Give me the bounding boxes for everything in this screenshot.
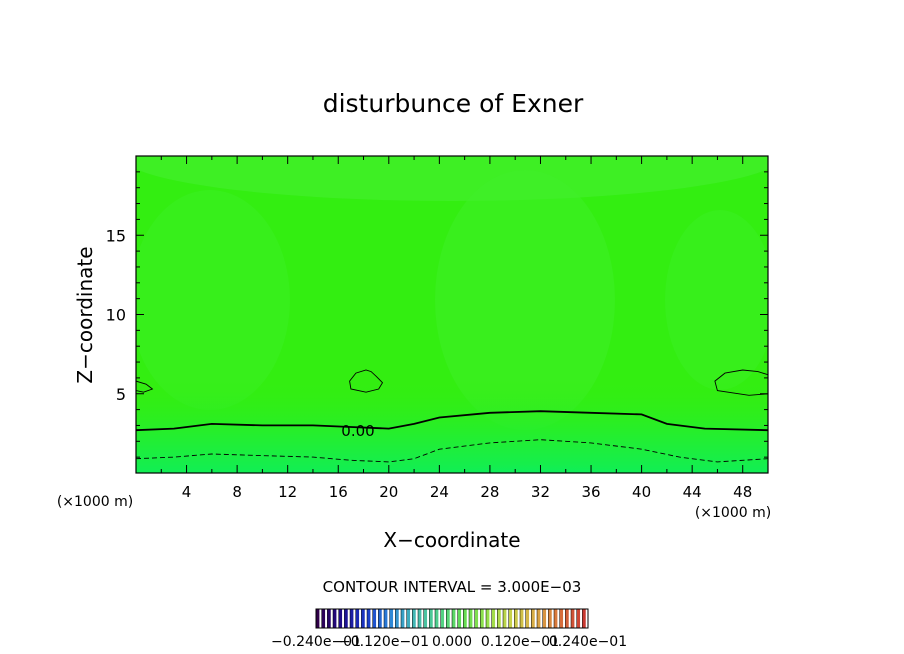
contour-line-0 bbox=[136, 410, 768, 432]
colorbar-swatch bbox=[406, 609, 411, 628]
colorbar-swatch bbox=[457, 609, 462, 628]
colorbar-swatch bbox=[333, 609, 337, 628]
colorbar-swatch bbox=[469, 609, 473, 628]
colorbar-swatch bbox=[367, 609, 371, 628]
colorbar-swatch bbox=[503, 609, 507, 628]
colorbar-swatch bbox=[480, 609, 484, 628]
field-high-center bbox=[435, 170, 615, 430]
colorbar-swatch bbox=[542, 609, 547, 628]
colorbar-swatch bbox=[338, 609, 343, 628]
colorbar-swatch bbox=[463, 609, 467, 628]
colorbar-swatch bbox=[401, 609, 405, 628]
colorbar-labels: −0.240e−01−0.120e−01 0.000 0.120e−010.240e… bbox=[271, 634, 627, 650]
y-tick-label: 10 bbox=[106, 306, 126, 325]
colorbar-label: 0.240e−01 bbox=[549, 634, 627, 650]
colorbar-swatch bbox=[582, 609, 586, 628]
colorbar-swatch bbox=[497, 609, 501, 628]
y-axis-label: Z−coordinate bbox=[73, 246, 97, 383]
colorbar-swatch bbox=[412, 609, 416, 628]
colorbar-swatch bbox=[350, 609, 354, 628]
colorbar-swatch bbox=[440, 609, 445, 628]
x-tick-label: 4 bbox=[182, 483, 192, 501]
x-tick-label: 12 bbox=[278, 483, 297, 501]
x-tick-label: 24 bbox=[430, 483, 449, 501]
colorbar-label: 0.120e−01 bbox=[481, 634, 559, 650]
colorbar-swatch bbox=[537, 609, 541, 628]
colorbar-swatch bbox=[491, 609, 496, 628]
colorbar-label: −0.120e−01 bbox=[339, 634, 429, 650]
colorbar-swatch bbox=[452, 609, 456, 628]
field-low-core bbox=[370, 428, 710, 473]
colorbar-swatch bbox=[355, 609, 360, 628]
x-tick-label: 48 bbox=[733, 483, 752, 501]
colorbar-swatch bbox=[554, 609, 558, 628]
colorbar-swatch bbox=[321, 609, 326, 628]
colorbar-swatch bbox=[435, 609, 439, 628]
colorbar-swatch bbox=[316, 609, 320, 628]
field-high-left bbox=[136, 190, 290, 410]
contour-line-4 bbox=[136, 380, 154, 393]
colorbar-swatch bbox=[429, 609, 433, 628]
colorbar-swatch bbox=[576, 609, 581, 628]
colorbar-swatch bbox=[548, 609, 552, 628]
colorbar-swatch bbox=[508, 609, 513, 628]
x-tick-label: 8 bbox=[232, 483, 242, 501]
colorbar-swatch bbox=[418, 609, 422, 628]
colorbar-swatch bbox=[395, 609, 399, 628]
contour-interval-text: CONTOUR INTERVAL = 3.000E−03 bbox=[323, 578, 582, 596]
y-tick-label: 5 bbox=[116, 385, 126, 404]
colorbar-swatch bbox=[423, 609, 428, 628]
colorbar-swatch bbox=[384, 609, 388, 628]
x-tick-label: 36 bbox=[581, 483, 600, 501]
colorbar-label: 0.000 bbox=[432, 634, 472, 650]
colorbar-swatch bbox=[514, 609, 518, 628]
y-tick-label: 15 bbox=[106, 226, 126, 245]
y-axis-ticks: 5 10 15 bbox=[106, 171, 768, 458]
contour-line-2 bbox=[349, 369, 384, 393]
colorbar-swatch bbox=[486, 609, 490, 628]
contour-label: 0.00 bbox=[341, 422, 374, 440]
colorbar-swatch bbox=[474, 609, 479, 628]
x-tick-label: 44 bbox=[683, 483, 702, 501]
contour-line-1 bbox=[136, 439, 768, 463]
colorbar-swatch bbox=[446, 609, 450, 628]
x-tick-label: 16 bbox=[329, 483, 348, 501]
colorbar-swatch bbox=[559, 609, 564, 628]
contour-line-3 bbox=[714, 369, 768, 396]
chart-title: disturbunce of Exner bbox=[323, 89, 584, 118]
colorbar-swatch bbox=[565, 609, 569, 628]
colorbar-swatch bbox=[361, 609, 365, 628]
colorbar-frame bbox=[315, 608, 589, 629]
x-tick-label: 28 bbox=[480, 483, 499, 501]
colorbar-swatch bbox=[378, 609, 382, 628]
colorbar-swatch bbox=[571, 609, 575, 628]
x-unit-right: (×1000 m) bbox=[695, 505, 771, 521]
colorbar-swatch bbox=[531, 609, 535, 628]
field-high-right bbox=[665, 210, 768, 390]
x-tick-label: 20 bbox=[379, 483, 398, 501]
colorbar-swatch bbox=[389, 609, 394, 628]
plot-area: 0.00 bbox=[136, 156, 768, 473]
field-high-upper bbox=[136, 156, 768, 201]
x-axis-ticks: 4 8 12 16 20 24 28 32 36 40 44 48 bbox=[160, 156, 752, 501]
x-tick-label: 32 bbox=[531, 483, 550, 501]
x-tick-label: 40 bbox=[632, 483, 651, 501]
colorbar-swatch bbox=[344, 609, 348, 628]
colorbar-swatch bbox=[520, 609, 524, 628]
colorbar-label: −0.240e−01 bbox=[271, 634, 361, 650]
colorbar-swatch bbox=[372, 609, 377, 628]
colorbar bbox=[315, 608, 589, 629]
colorbar-swatch bbox=[525, 609, 530, 628]
x-unit-left: (×1000 m) bbox=[57, 494, 133, 510]
contour-lines bbox=[136, 369, 768, 463]
colorbar-swatch bbox=[327, 609, 331, 628]
x-axis-label: X−coordinate bbox=[383, 528, 520, 552]
